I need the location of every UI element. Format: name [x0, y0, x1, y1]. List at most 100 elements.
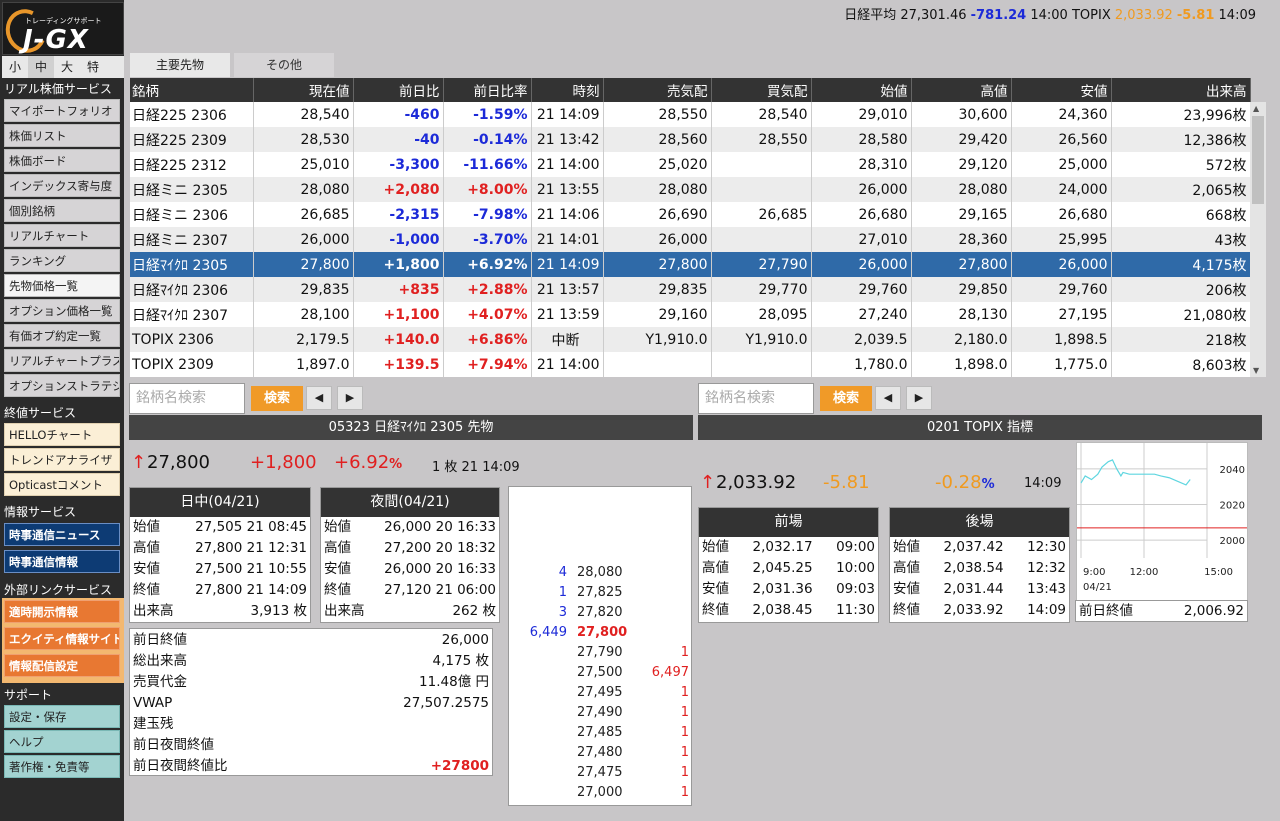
info-cell: 終値 [133, 582, 160, 598]
sidebar-item-help[interactable]: ヘルプ [4, 730, 120, 753]
table-scrollbar[interactable]: ▲ ▼ [1250, 102, 1266, 377]
info-row: 始値 26,000 20 16:33 [321, 517, 499, 538]
sidebar-item-portfolio[interactable]: マイポートフォリオ [4, 99, 120, 122]
column-header[interactable]: 前日比 [353, 78, 444, 102]
order-book-cell: 1 [680, 705, 689, 720]
column-header[interactable]: 安値 [1011, 78, 1112, 102]
sidebar-item-realtime-chart-plus[interactable]: リアルチャートプラス [4, 349, 120, 372]
column-header[interactable]: 出来高 [1111, 78, 1251, 102]
scroll-thumb[interactable] [1252, 116, 1264, 204]
info-cell: 4,175 枚 [432, 653, 489, 669]
sidebar-item-settings[interactable]: 設定・保存 [4, 705, 120, 728]
table-row[interactable]: 日経225 2309 28,530 -40 -0.14% 21 13:42 28,560 2… [130, 127, 1251, 152]
sidebar-item-option-list[interactable]: オプション価格一覧 [4, 299, 120, 322]
info-row: 終値 27,800 21 14:09 [130, 580, 310, 601]
table-cell [711, 352, 812, 377]
scroll-down-icon[interactable]: ▼ [1253, 366, 1260, 375]
sidebar-item-disclosure[interactable]: 適時開示情報 [4, 600, 120, 623]
tab-others[interactable]: その他 [234, 53, 334, 77]
table-row[interactable]: 日経225 2312 25,010 -3,300 -11.66% 21 14:00 25,… [130, 152, 1251, 177]
sidebar-item-futures-list[interactable]: 先物価格一覧 [4, 274, 120, 297]
info-row: 始値 2,037.42 12:30 [890, 537, 1069, 558]
sidebar-item-option-strategy[interactable]: オプションストラテジ [4, 374, 120, 397]
table-cell: 28,080 [253, 177, 354, 202]
size-medium[interactable]: 中 [28, 56, 54, 78]
table-cell: 4,175枚 [1111, 252, 1251, 277]
size-small[interactable]: 小 [8, 60, 21, 74]
order-book-row: 27,495 1 [509, 685, 691, 705]
table-cell: 21 14:00 [531, 152, 604, 177]
table-row[interactable]: TOPIX 2306 2,179.5 +140.0 +6.86% 中断 Y1,910.0 Y… [130, 327, 1251, 352]
table-cell: 572枚 [1111, 152, 1251, 177]
chart-x-tick: 15:00 [1204, 567, 1233, 578]
sidebar-item-distribution-settings[interactable]: 情報配信設定 [4, 654, 120, 677]
sidebar-item-ranking[interactable]: ランキング [4, 249, 120, 272]
table-row[interactable]: 日経225 2306 28,540 -460 -1.59% 21 14:09 28,550… [130, 102, 1251, 127]
tab-major-futures[interactable]: 主要先物 [130, 53, 230, 77]
info-row: 終値 2,033.92 14:09 [890, 600, 1069, 621]
table-cell: +835 [353, 277, 444, 302]
size-extra[interactable]: 特 [86, 60, 99, 74]
left-next-icon[interactable]: ▶ [337, 386, 363, 410]
right-prev-icon[interactable]: ◀ [875, 386, 901, 410]
column-header[interactable]: 買気配 [711, 78, 812, 102]
column-header[interactable]: 時刻 [531, 78, 604, 102]
info-cell: 2,038.54 [943, 560, 1004, 576]
table-cell: 21 14:09 [531, 102, 604, 127]
info-cell: 安値 [324, 561, 351, 577]
sidebar-item-stock-board[interactable]: 株価ボード [4, 149, 120, 172]
sidebar-item-individual-stock[interactable]: 個別銘柄 [4, 199, 120, 222]
sidebar-item-opticast[interactable]: Opticastコメント [4, 473, 120, 496]
table-cell: +1,800 [353, 252, 444, 277]
order-book-cell: 27,825 [577, 585, 623, 600]
sidebar-item-copyright[interactable]: 著作権・免責等 [4, 755, 120, 778]
right-next-icon[interactable]: ▶ [906, 386, 932, 410]
sidebar-item-realtime-chart[interactable]: リアルチャート [4, 224, 120, 247]
column-header[interactable]: 売気配 [603, 78, 712, 102]
table-row[interactable]: 日経ﾏｲｸﾛ 2307 28,100 +1,100 +4.07% 21 13:59 29,… [130, 302, 1251, 327]
table-row[interactable]: 日経ミニ 2305 28,080 +2,080 +8.00% 21 13:55 28,08… [130, 177, 1251, 202]
table-row[interactable]: 日経ミニ 2306 26,685 -2,315 -7.98% 21 14:06 26,69… [130, 202, 1251, 227]
sidebar-item-hello-chart[interactable]: HELLOチャート [4, 423, 120, 446]
sidebar-item-trend-analyzer[interactable]: トレンドアナライザ [4, 448, 120, 471]
table-row[interactable]: 日経ﾏｲｸﾛ 2305 27,800 +1,800 +6.92% 21 14:09 27,… [130, 252, 1251, 277]
table-row[interactable]: TOPIX 2309 1,897.0 +139.5 +7.94% 21 14:00 1,7… [130, 352, 1251, 377]
info-cell: 高値 [133, 540, 160, 556]
column-header[interactable]: 銘柄 [130, 78, 254, 102]
left-panel-title: 05323 日経ﾏｲｸﾛ 2305 先物 [129, 415, 693, 440]
size-large[interactable]: 大 [60, 60, 73, 74]
info-cell: 27,500 21 10:55 [195, 561, 307, 577]
column-header[interactable]: 現在値 [253, 78, 354, 102]
scroll-up-icon[interactable]: ▲ [1253, 104, 1260, 113]
table-cell: 21 13:55 [531, 177, 604, 202]
sidebar-item-option-trades[interactable]: 有価オプ約定一覧 [4, 324, 120, 347]
chart-series-line [1080, 459, 1191, 486]
table-row[interactable]: 日経ミニ 2307 26,000 -1,000 -3.70% 21 14:01 26,00… [130, 227, 1251, 252]
info-cell: 3,913 枚 [250, 603, 307, 619]
sidebar-item-stock-list[interactable]: 株価リスト [4, 124, 120, 147]
right-search-input[interactable]: 銘柄名検索 [698, 383, 814, 414]
right-search-button[interactable]: 検索 [820, 386, 872, 411]
info-row: 安値 2,031.36 09:03 [699, 579, 878, 600]
table-cell: 24,000 [1011, 177, 1112, 202]
table-cell: +6.86% [443, 327, 532, 352]
font-size-selector: 小 中 大 特 [2, 56, 124, 78]
close-section-title: 終値サービス [4, 406, 77, 420]
table-cell: 29,010 [811, 102, 912, 127]
jgx-logo[interactable]: トレーディングサポート J-GX [0, 2, 124, 59]
info-cell: 前日夜間終値比 [133, 758, 228, 774]
column-header[interactable]: 前日比率 [443, 78, 532, 102]
right-change: -5.81 [823, 472, 870, 493]
table-row[interactable]: 日経ﾏｲｸﾛ 2306 29,835 +835 +2.88% 21 13:57 29,83… [130, 277, 1251, 302]
sidebar-item-index-contribution[interactable]: インデックス寄与度 [4, 174, 120, 197]
left-prev-icon[interactable]: ◀ [306, 386, 332, 410]
column-header[interactable]: 始値 [811, 78, 912, 102]
chart-x-tick: 9:00 [1083, 567, 1105, 578]
sidebar-item-jiji-news[interactable]: 時事通信ニュース [4, 523, 120, 546]
sidebar-item-equity-site[interactable]: エクイティ情報サイト [4, 627, 120, 650]
left-search-button[interactable]: 検索 [251, 386, 303, 411]
info-row: 高値 27,800 21 12:31 [130, 538, 310, 559]
column-header[interactable]: 高値 [911, 78, 1012, 102]
left-search-input[interactable]: 銘柄名検索 [129, 383, 245, 414]
sidebar-item-jiji-info[interactable]: 時事通信情報 [4, 550, 120, 573]
